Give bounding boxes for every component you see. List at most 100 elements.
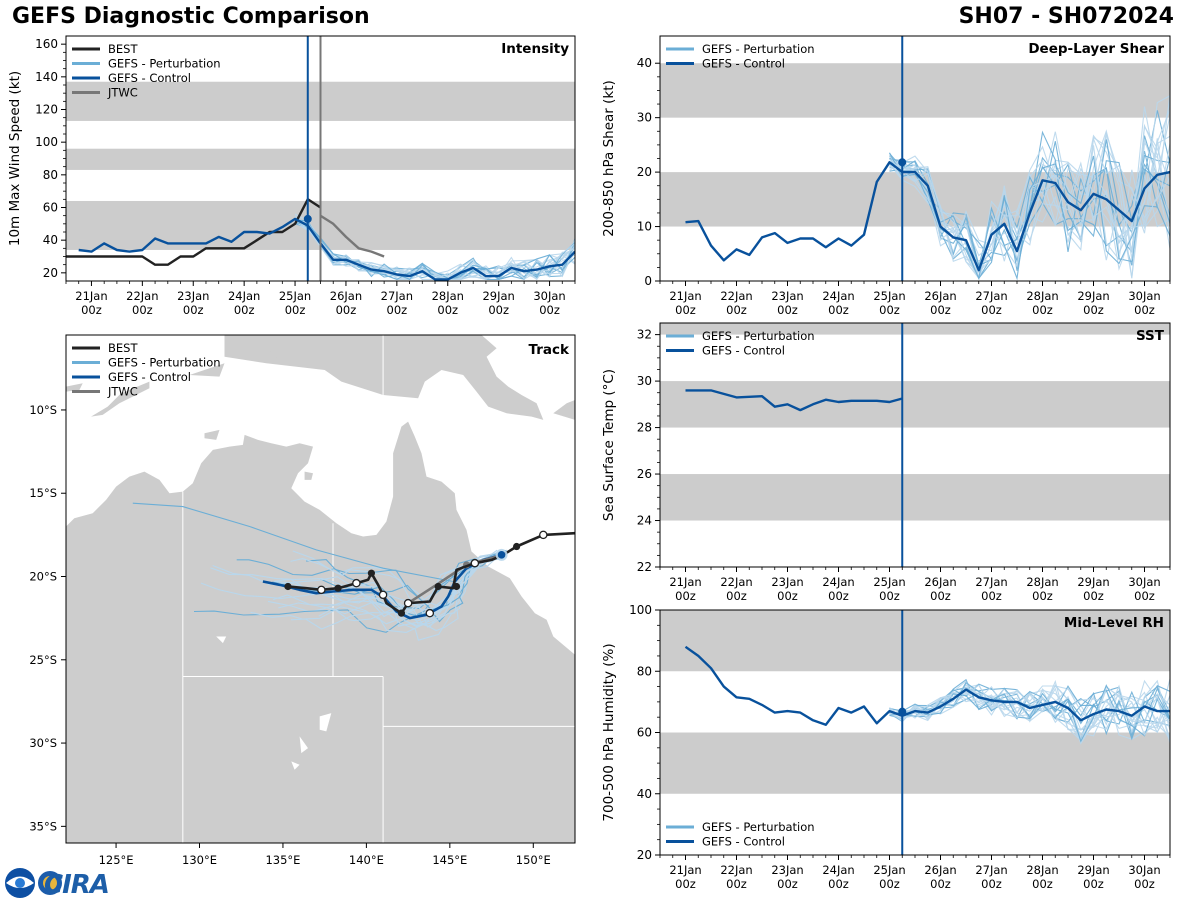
shear-ylabel: 200-850 hPa Shear (kt) [601, 80, 617, 237]
rh-xtick-label: 26Jan [924, 863, 956, 877]
rh-xtick-label: 23Jan [771, 863, 803, 877]
track-best-point-open [470, 558, 480, 568]
shear-xtick-label: 27Jan [975, 289, 1007, 303]
rh-ytick-label: 40 [637, 787, 652, 801]
track-perturbation-line [272, 558, 503, 626]
sst-ytick-label: 22 [637, 560, 652, 574]
intensity-xtick-label: 00z [132, 303, 153, 317]
groote-island [304, 471, 313, 480]
track-perturbation-line [278, 553, 501, 628]
intensity-xtick-label: 27Jan [381, 289, 413, 303]
rh-title: Mid-Level RH [1064, 615, 1164, 631]
rh-perturbation-line [889, 686, 1170, 737]
shear-ytick-label: 20 [637, 165, 652, 179]
noaa-dot [15, 878, 25, 888]
intensity-ytick-label: 140 [35, 70, 58, 84]
shear-ytick-label: 40 [637, 56, 652, 70]
sst-band-1 [660, 381, 1170, 428]
intensity-xtick-label: 00z [488, 303, 509, 317]
track-jtwc-line [407, 553, 504, 605]
track-ytick-label: 20°S [29, 570, 57, 584]
intensity-xtick-label: 00z [336, 303, 357, 317]
shear-xtick-label: 26Jan [924, 289, 956, 303]
track-best-point [512, 542, 521, 551]
intensity-xtick-label: 00z [387, 303, 408, 317]
intensity-xtick-label: 00z [81, 303, 102, 317]
sst-ytick-label: 32 [637, 328, 652, 342]
sst-xtick-label: 27Jan [975, 575, 1007, 589]
shear-band-1 [660, 63, 1170, 118]
shear-perturbation-line [889, 101, 1170, 279]
track-map-area [66, 335, 575, 843]
tanimbar-island [189, 363, 225, 377]
sst-xtick-label: 28Jan [1026, 575, 1058, 589]
sst-legend-label: GEFS - Control [702, 344, 785, 358]
track-best-point-open [352, 578, 361, 588]
sst-plot-area [660, 323, 1170, 521]
rh-perturbation-line [889, 682, 1170, 737]
rh-ytick-label: 20 [637, 848, 652, 862]
panel-shear: 01020304021Jan00z22Jan00z23Jan00z24Jan00… [601, 35, 1171, 317]
intensity-gefs-control-line [78, 217, 575, 281]
storm-id: SH07 - SH072024 [958, 4, 1174, 29]
track-ytick-label: 25°S [29, 653, 57, 667]
sst-xtick-label: 25Jan [873, 575, 905, 589]
rh-band-0 [660, 732, 1170, 794]
track-xtick-label: 150°E [516, 853, 551, 867]
panel-intensity: 2040608010012014016021Jan00z22Jan00z23Ja… [7, 35, 576, 317]
shear-xtick-label: 21Jan [669, 289, 701, 303]
nws-globe-center [43, 876, 57, 890]
shear-xtick-label: 00z [930, 303, 951, 317]
track-legend-label: JTWC [107, 385, 138, 399]
track-perturbation-line [267, 558, 505, 628]
shear-xtick-label: 22Jan [720, 289, 752, 303]
shear-ytick-label: 30 [637, 111, 652, 125]
intensity-xtick-label: 00z [234, 303, 255, 317]
shear-xtick-label: 00z [1032, 303, 1053, 317]
lake-gairdner [291, 761, 300, 770]
track-xtick-label: 130°E [182, 853, 217, 867]
rh-perturbation-line [889, 679, 1170, 744]
rh-xtick-label: 00z [675, 877, 696, 891]
track-best-point [452, 582, 461, 591]
rh-xtick-label: 30Jan [1128, 863, 1160, 877]
intensity-plot-area [66, 81, 575, 281]
intensity-xtick-label: 22Jan [126, 289, 158, 303]
track-best-point [367, 569, 375, 577]
track-ytick-label: 10°S [29, 403, 57, 417]
rh-xtick-label: 28Jan [1026, 863, 1058, 877]
intensity-ytick-label: 40 [43, 233, 58, 247]
sst-ytick-label: 30 [637, 374, 652, 388]
rh-legend-label: GEFS - Perturbation [702, 820, 815, 834]
track-xtick-label: 125°E [99, 853, 134, 867]
sst-xtick-label: 26Jan [924, 575, 956, 589]
shear-xtick-label: 00z [879, 303, 900, 317]
intensity-xtick-label: 28Jan [432, 289, 464, 303]
rh-xtick-label: 00z [981, 877, 1002, 891]
rh-init-marker [898, 707, 907, 716]
shear-ytick-label: 10 [637, 220, 652, 234]
rh-xtick-label: 21Jan [669, 863, 701, 877]
rh-xtick-label: 22Jan [720, 863, 752, 877]
intensity-xtick-label: 30Jan [533, 289, 565, 303]
track-best-point [434, 582, 442, 591]
shear-xtick-label: 00z [675, 303, 696, 317]
intensity-jtwc-line [319, 214, 385, 258]
intensity-xtick-label: 00z [183, 303, 204, 317]
track-xtick-label: 140°E [349, 853, 384, 867]
sst-band-0 [660, 474, 1170, 521]
sst-xtick-label: 00z [675, 589, 696, 603]
panel-sst: 22242628303221Jan00z22Jan00z23Jan00z24Ja… [601, 322, 1171, 603]
track-legend-label: GEFS - Perturbation [108, 356, 221, 370]
rh-ytick-label: 60 [637, 726, 652, 740]
sst-xtick-label: 24Jan [822, 575, 854, 589]
rh-xtick-label: 25Jan [873, 863, 905, 877]
shear-xtick-label: 25Jan [873, 289, 905, 303]
intensity-best-line [66, 198, 322, 266]
sst-frame [659, 322, 1171, 568]
lake-torrens [299, 736, 308, 754]
shear-perturbation-line [889, 93, 1170, 270]
shear-legend-label: GEFS - Perturbation [702, 42, 815, 56]
track-perturbation-line [200, 555, 504, 625]
